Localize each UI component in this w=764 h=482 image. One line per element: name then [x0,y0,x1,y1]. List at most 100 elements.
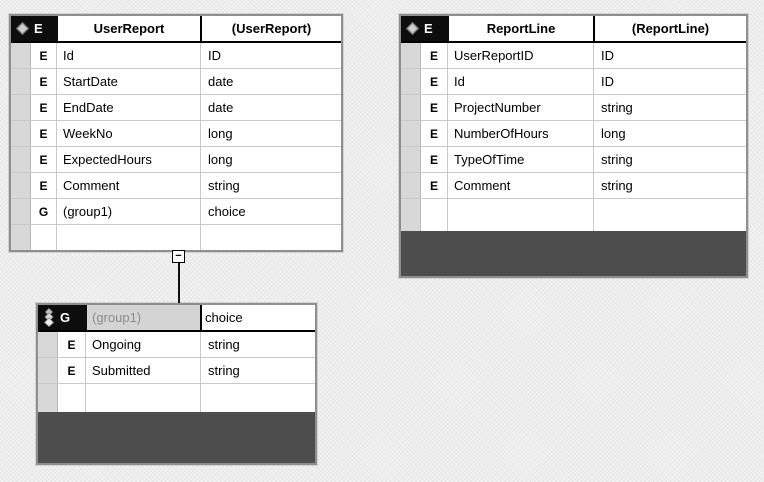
reportline-header[interactable]: E ReportLine (ReportLine) [401,16,746,43]
row-tag: E [31,121,57,146]
row-type[interactable]: date [208,74,234,89]
row-name[interactable]: Ongoing [86,332,201,357]
row-type[interactable]: string [601,100,633,115]
row-type[interactable]: long [208,152,233,167]
element-diamond-icon [16,22,29,35]
collapse-toggle[interactable]: − [172,250,185,263]
row-name[interactable]: ExpectedHours [57,147,201,172]
table-row[interactable]: E Ongoing string [38,332,315,358]
row-gutter [38,332,58,357]
row-name[interactable]: (group1) [57,199,201,224]
row-name[interactable]: EndDate [57,95,201,120]
table-type[interactable]: choice [202,305,315,330]
header-tag-letter: E [34,21,43,36]
row-gutter [401,199,421,231]
table-title[interactable]: ReportLine [449,16,595,41]
row-type[interactable]: string [601,152,633,167]
row-name[interactable]: NumberOfHours [448,121,594,146]
row-name[interactable]: Id [57,43,201,68]
row-name[interactable]: Comment [57,173,201,198]
table-type[interactable]: (ReportLine) [595,16,746,41]
table-type[interactable]: (UserReport) [202,16,341,41]
userreport-header-icon-area: E [11,16,58,41]
row-tag: E [421,95,448,120]
table-row[interactable]: E Comment string [11,173,341,199]
row-type[interactable]: ID [601,74,614,89]
row-gutter [401,173,421,198]
empty-row [11,225,341,250]
userreport-header[interactable]: E UserReport (UserReport) [11,16,341,43]
row-tag: E [421,43,448,68]
row-tag [421,199,448,231]
row-name[interactable]: Comment [448,173,594,198]
table-row[interactable]: E Id ID [401,69,746,95]
table-row[interactable]: E StartDate date [11,69,341,95]
schema-table-reportline[interactable]: E ReportLine (ReportLine) E UserReportID… [399,14,748,278]
row-gutter [38,358,58,383]
table-row[interactable]: E ProjectNumber string [401,95,746,121]
row-name[interactable]: StartDate [57,69,201,94]
row-tag: E [421,69,448,94]
row-tag: E [31,69,57,94]
element-diamond-icon [406,22,419,35]
table-row[interactable]: E ExpectedHours long [11,147,341,173]
table-title[interactable]: UserReport [58,16,202,41]
row-type[interactable]: string [208,337,240,352]
row-gutter [11,69,31,94]
row-name [57,225,201,250]
row-type[interactable]: date [208,100,234,115]
empty-row [38,384,315,412]
row-name[interactable]: WeekNo [57,121,201,146]
row-name[interactable]: Submitted [86,358,201,383]
group1-header[interactable]: G (group1) choice [38,305,315,332]
table-footer [38,412,315,463]
row-gutter [401,95,421,120]
header-tag-letter: E [424,21,433,36]
row-type [594,199,746,231]
row-type[interactable]: ID [208,48,221,63]
table-row[interactable]: E UserReportID ID [401,43,746,69]
row-type[interactable]: string [208,178,240,193]
row-name[interactable]: UserReportID [448,43,594,68]
table-row[interactable]: E Id ID [11,43,341,69]
row-type[interactable]: choice [208,204,246,219]
row-tag: E [421,121,448,146]
table-row[interactable]: E Comment string [401,173,746,199]
row-name[interactable]: TypeOfTime [448,147,594,172]
row-gutter [401,43,421,68]
row-name[interactable]: Id [448,69,594,94]
table-row[interactable]: E TypeOfTime string [401,147,746,173]
schema-table-userreport[interactable]: E UserReport (UserReport) E Id ID E Star… [9,14,343,252]
collapse-minus-icon: − [175,250,182,262]
row-tag: E [421,173,448,198]
row-type[interactable]: string [601,178,633,193]
row-tag: E [31,95,57,120]
row-type[interactable]: string [208,363,240,378]
row-type[interactable]: long [601,126,626,141]
schema-table-group1[interactable]: G (group1) choice E Ongoing string E Sub… [36,303,317,465]
table-row[interactable]: E Submitted string [38,358,315,384]
row-gutter [401,69,421,94]
row-gutter [11,147,31,172]
row-gutter [11,173,31,198]
row-tag: E [31,147,57,172]
table-row[interactable]: G (group1) choice [11,199,341,225]
row-gutter [11,121,31,146]
row-tag: E [58,358,86,383]
row-tag: G [31,199,57,224]
table-row[interactable]: E NumberOfHours long [401,121,746,147]
group-connector-line [178,263,180,303]
group-stack-icon [43,308,55,327]
table-title[interactable]: (group1) [87,305,202,330]
table-row[interactable]: E WeekNo long [11,121,341,147]
row-name [448,199,594,231]
reportline-header-icon-area: E [401,16,449,41]
table-row[interactable]: E EndDate date [11,95,341,121]
row-type[interactable]: ID [601,48,614,63]
row-gutter [11,95,31,120]
row-name[interactable]: ProjectNumber [448,95,594,120]
header-tag-letter: G [60,310,71,325]
row-type[interactable]: long [208,126,233,141]
row-name [86,384,201,412]
